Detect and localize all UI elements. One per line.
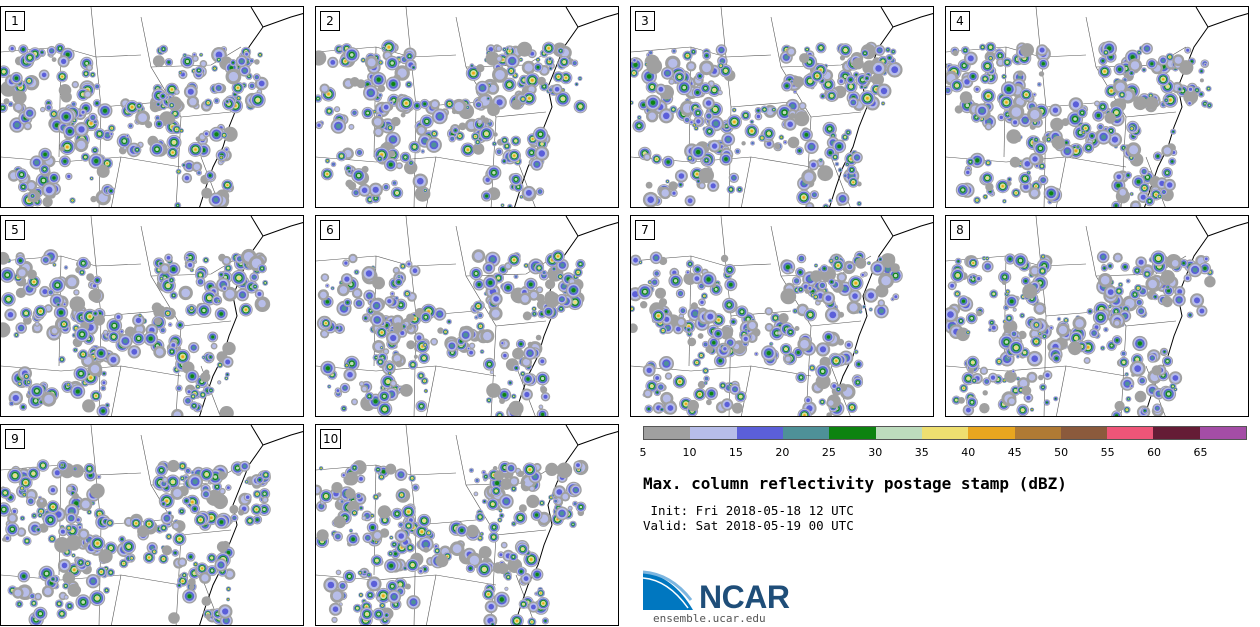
ncar-logo-icon <box>643 570 693 610</box>
colorbar-swatch <box>782 427 830 439</box>
website-text: ensemble.ucar.edu <box>653 612 766 625</box>
colorbar-tick-label: 65 <box>1193 446 1208 459</box>
colorbar-swatch <box>875 427 922 439</box>
ensemble-member-panel: 5 <box>0 215 304 417</box>
colorbar-tick-label: 40 <box>961 446 976 459</box>
ensemble-member-panel: 2 <box>315 6 619 208</box>
colorbar-swatch <box>644 427 691 439</box>
reflectivity-map <box>316 7 618 207</box>
colorbar-swatch <box>1199 427 1247 439</box>
reflectivity-map <box>316 425 618 625</box>
reflectivity-map <box>631 7 933 207</box>
ensemble-member-panel: 6 <box>315 215 619 417</box>
reflectivity-map <box>946 216 1248 416</box>
member-number-label: 3 <box>635 11 655 31</box>
colorbar-swatch <box>1014 427 1061 439</box>
colorbar-tick-label: 55 <box>1100 446 1115 459</box>
colorbar-swatch <box>736 427 783 439</box>
reflectivity-colorbar <box>643 426 1247 440</box>
colorbar-tick-label: 25 <box>821 446 836 459</box>
member-number-label: 2 <box>320 11 340 31</box>
ensemble-member-panel: 9 <box>0 424 304 626</box>
colorbar-tick-labels: 5 10 15 20 25 30 35 40 45 50 55 60 65 <box>639 446 1247 460</box>
colorbar-swatch <box>1153 427 1200 439</box>
ensemble-member-panel: 3 <box>630 6 934 208</box>
ensemble-member-panel: 10 <box>315 424 619 626</box>
plot-title: Max. column reflectivity postage stamp (… <box>643 474 1067 493</box>
reflectivity-map <box>1 425 303 625</box>
colorbar-swatch <box>968 427 1015 439</box>
member-number-label: 4 <box>950 11 970 31</box>
colorbar-tick-label: 5 <box>639 446 647 459</box>
colorbar-tick-label: 30 <box>868 446 883 459</box>
ensemble-member-panel: 7 <box>630 215 934 417</box>
init-time: Init: Fri 2018-05-18 12 UTC <box>643 503 854 518</box>
member-number-label: 7 <box>635 220 655 240</box>
reflectivity-map <box>946 7 1248 207</box>
valid-time: Valid: Sat 2018-05-19 00 UTC <box>643 518 854 533</box>
colorbar-tick-label: 60 <box>1147 446 1162 459</box>
reflectivity-map <box>1 216 303 416</box>
reflectivity-map <box>316 216 618 416</box>
colorbar-tick-label: 45 <box>1007 446 1022 459</box>
ncar-logo-text: NCAR <box>699 579 790 615</box>
ensemble-member-panel: 1 <box>0 6 304 208</box>
member-number-label: 5 <box>5 220 25 240</box>
colorbar-swatch <box>1107 427 1154 439</box>
colorbar-swatch <box>690 427 737 439</box>
ensemble-member-panel: 8 <box>945 215 1249 417</box>
reflectivity-map <box>631 216 933 416</box>
member-number-label: 8 <box>950 220 970 240</box>
colorbar-swatch <box>1060 427 1108 439</box>
member-number-label: 10 <box>320 429 342 449</box>
colorbar-tick-label: 15 <box>728 446 743 459</box>
member-number-label: 6 <box>320 220 340 240</box>
colorbar-swatch <box>829 427 876 439</box>
colorbar-tick-label: 20 <box>775 446 790 459</box>
colorbar-tick-label: 50 <box>1054 446 1069 459</box>
colorbar-tick-label: 10 <box>682 446 697 459</box>
colorbar-swatch <box>921 427 969 439</box>
member-number-label: 1 <box>5 11 25 31</box>
ensemble-member-panel: 4 <box>945 6 1249 208</box>
colorbar-tick-label: 35 <box>914 446 929 459</box>
reflectivity-map <box>1 7 303 207</box>
member-number-label: 9 <box>5 429 25 449</box>
